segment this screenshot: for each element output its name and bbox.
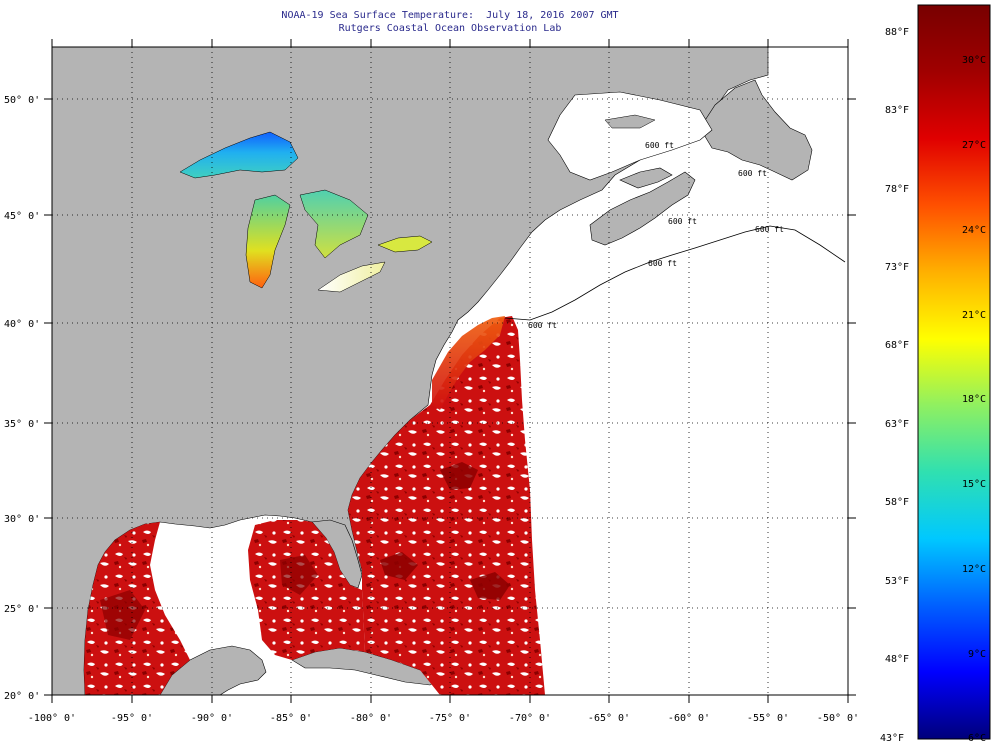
lake-ontario — [377, 235, 433, 253]
land-nova-scotia — [589, 171, 696, 246]
graticule — [52, 47, 848, 695]
c-label: 30°C — [962, 55, 987, 66]
c-label: 6°C — [968, 733, 987, 744]
isobath-label: 600 ft — [738, 169, 767, 178]
colorbar-gradient — [917, 4, 991, 740]
lat-label: 45° 0' — [4, 211, 40, 222]
isobath-label: 600 ft — [645, 141, 674, 150]
isobath-label: 600 ft — [528, 321, 557, 330]
gulf-st-lawrence — [547, 91, 713, 181]
lat-label: 25° 0' — [4, 604, 40, 615]
f-label: 63°F — [885, 419, 910, 430]
lat-label: 30° 0' — [4, 514, 40, 525]
isobath-label: 600 ft — [648, 259, 677, 268]
land-pei — [619, 167, 673, 189]
c-label: 18°C — [962, 394, 987, 405]
map-title: NOAA-19 Sea Surface Temperature: July 18… — [0, 9, 900, 35]
f-label: 58°F — [885, 497, 910, 508]
anticosti-island — [604, 114, 656, 129]
lat-label: 20° 0' — [4, 691, 40, 702]
c-label: 12°C — [962, 564, 987, 575]
f-label: 68°F — [885, 340, 910, 351]
lake-erie — [317, 261, 386, 293]
lake-michigan — [245, 194, 291, 289]
lon-label: -55° 0' — [747, 713, 789, 724]
land-newfoundland — [699, 79, 813, 181]
lake-superior — [179, 131, 299, 179]
lon-label: -65° 0' — [588, 713, 630, 724]
lon-label: -60° 0' — [668, 713, 710, 724]
lat-label: 50° 0' — [4, 95, 40, 106]
c-label: 27°C — [962, 140, 987, 151]
lat-label: 40° 0' — [4, 319, 40, 330]
lon-label: -80° 0' — [350, 713, 392, 724]
lon-label: -95° 0' — [111, 713, 153, 724]
lon-label: -85° 0' — [270, 713, 312, 724]
c-label: 24°C — [962, 225, 987, 236]
isobath-label: 600 ft — [668, 217, 697, 226]
lon-label: -90° 0' — [191, 713, 233, 724]
sst-shelf — [432, 316, 505, 410]
map-canvas — [52, 47, 848, 695]
colorbar — [917, 4, 991, 740]
c-label: 21°C — [962, 310, 987, 321]
f-label: 88°F — [885, 27, 910, 38]
longitude-labels: -100° 0' -95° 0' -90° 0' -85° 0' -80° 0'… — [28, 713, 859, 724]
title-line-1: NOAA-19 Sea Surface Temperature: July 18… — [281, 10, 619, 21]
isobath-600ft — [504, 225, 846, 321]
lake-huron — [299, 189, 369, 259]
sst-gulf-east — [248, 520, 365, 660]
f-label: 73°F — [885, 262, 910, 273]
lon-label: -100° 0' — [28, 713, 76, 724]
lat-label: 35° 0' — [4, 419, 40, 430]
tick-marks — [44, 39, 856, 703]
title-line-2: Rutgers Coastal Ocean Observation Lab — [338, 23, 562, 34]
sst-gulf-hot — [100, 555, 318, 640]
lon-label: -70° 0' — [509, 713, 551, 724]
lon-label: -50° 0' — [817, 713, 859, 724]
sst-atlantic — [348, 316, 545, 695]
isobath-labels: 600 ft 600 ft 600 ft 600 ft 600 ft 600 f… — [528, 141, 784, 330]
f-label: 83°F — [885, 105, 910, 116]
lon-label: -75° 0' — [429, 713, 471, 724]
c-label: 9°C — [968, 649, 987, 660]
latitude-labels: 50° 0' 45° 0' 40° 0' 35° 0' 30° 0' 25° 0… — [4, 95, 40, 702]
isobath-label: 600 ft — [755, 225, 784, 234]
f-label: 48°F — [885, 654, 910, 665]
c-label: 15°C — [962, 479, 987, 490]
f-label: 43°F — [880, 733, 905, 744]
sst-hot-cores — [380, 462, 510, 600]
f-label: 53°F — [885, 576, 910, 587]
f-label: 78°F — [885, 184, 910, 195]
